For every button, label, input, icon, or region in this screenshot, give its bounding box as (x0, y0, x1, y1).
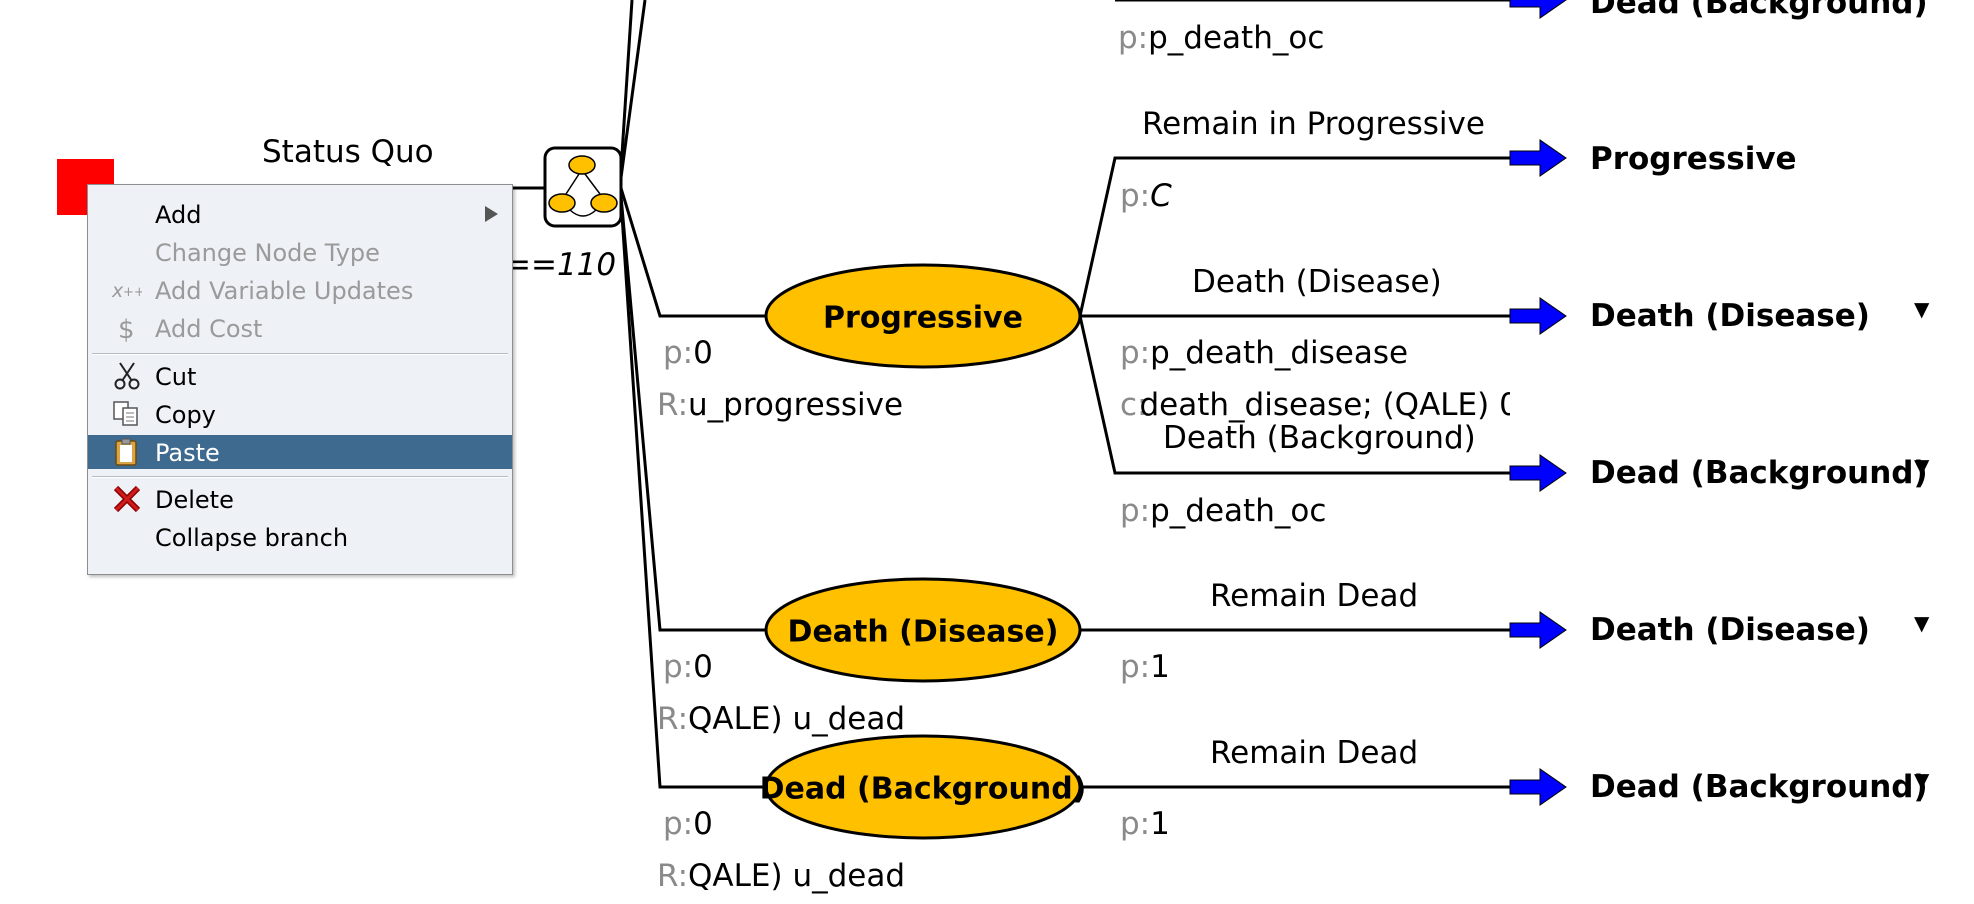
terminal-label: Progressive (1590, 141, 1797, 177)
state-name[interactable]: Progressive (823, 300, 1023, 336)
state-node-progressive (764, 263, 1082, 369)
terminal-label: Dead (Background) (1590, 455, 1928, 491)
menu-item-add[interactable]: Add (88, 197, 512, 231)
menu-separator (92, 476, 508, 478)
transition-prob: p:p_death_oc (1120, 493, 1327, 529)
copy-icon (112, 400, 142, 428)
dollar-icon: $ (112, 314, 142, 345)
menu-item-add-variable-updates: x ++ Add Variable Updates (111, 276, 414, 305)
terminal-arrow-icon (1509, 768, 1567, 806)
scissors-icon (112, 362, 142, 390)
terminal-label: Dead (Background) (1590, 0, 1928, 21)
transition-label: Remain Dead (1210, 735, 1419, 771)
expand-triangle-icon[interactable]: ▼ (1914, 454, 1930, 478)
decision-branch-label: Status Quo (262, 134, 434, 170)
terminal-label: Death (Disease) (1590, 612, 1870, 648)
terminal-label: Dead (Background) (1590, 769, 1928, 805)
transition-prob: p:1 (1120, 806, 1170, 842)
transition-label: Death (Disease) (1192, 264, 1442, 300)
menu-item-cut[interactable]: Cut (88, 359, 512, 393)
expand-triangle-icon[interactable]: ▼ (1914, 611, 1930, 635)
svg-text:$: $ (118, 315, 135, 342)
state-reward: R:u_progressive (657, 387, 904, 423)
terminal-arrow-icon (1509, 139, 1567, 177)
svg-text:++: ++ (123, 285, 142, 300)
state-prob: p:0 (663, 806, 713, 842)
clipboard-icon (112, 438, 142, 466)
terminal-arrow-icon (1509, 0, 1567, 19)
terminal-arrow-icon (1509, 297, 1567, 335)
menu-item-collapse-branch[interactable]: Collapse branch (155, 524, 349, 552)
markov-node-icon (543, 146, 623, 228)
terminal-label: Death (Disease) (1590, 298, 1870, 334)
menu-item-change-node-type: Change Node Type (155, 239, 380, 267)
state-name[interactable]: Dead (Background) (759, 771, 1087, 807)
transition-label: Remain Dead (1210, 578, 1419, 614)
menu-separator (92, 353, 508, 355)
branch-prob: p:p_death_oc (1118, 20, 1325, 56)
transition-prob: p:C (1120, 178, 1172, 214)
transition-label: Remain in Progressive (1142, 106, 1485, 142)
svg-text:x: x (112, 280, 124, 302)
transition-cost: c:death_disease; (QALE) 0 (1120, 387, 1510, 423)
transition-label: Death (Background) (1163, 420, 1476, 456)
terminal-arrow-icon (1509, 454, 1567, 492)
transition-prob: p:p_death_disease (1120, 335, 1409, 371)
expand-triangle-icon[interactable]: ▼ (1914, 768, 1930, 792)
partial-expression: ==110 (505, 247, 617, 283)
expand-triangle-icon[interactable]: ▼ (1914, 297, 1930, 321)
menu-item-add-cost: $ Add Cost (88, 311, 512, 345)
submenu-arrow-icon (485, 206, 498, 222)
context-menu: Add Change Node Type x ++ Add Variable Up… (87, 184, 513, 575)
state-node-dead-background (764, 734, 1082, 840)
state-node-death-disease (764, 577, 1082, 683)
menu-item-delete[interactable]: Delete (88, 482, 512, 516)
transition-prob: p:1 (1120, 649, 1170, 685)
state-name[interactable]: Death (Disease) (787, 614, 1059, 650)
state-prob: p:0 (663, 649, 713, 685)
state-reward: R:QALE) u_dead (657, 701, 906, 737)
terminal-arrow-icon (1509, 611, 1567, 649)
state-prob: p:0 (663, 335, 713, 371)
state-reward: R:QALE) u_dead (657, 858, 906, 894)
red-x-icon (112, 485, 142, 513)
variable-update-icon: x ++ (111, 276, 145, 304)
menu-item-paste[interactable]: Paste (88, 435, 512, 469)
menu-item-copy[interactable]: Copy (88, 397, 512, 431)
